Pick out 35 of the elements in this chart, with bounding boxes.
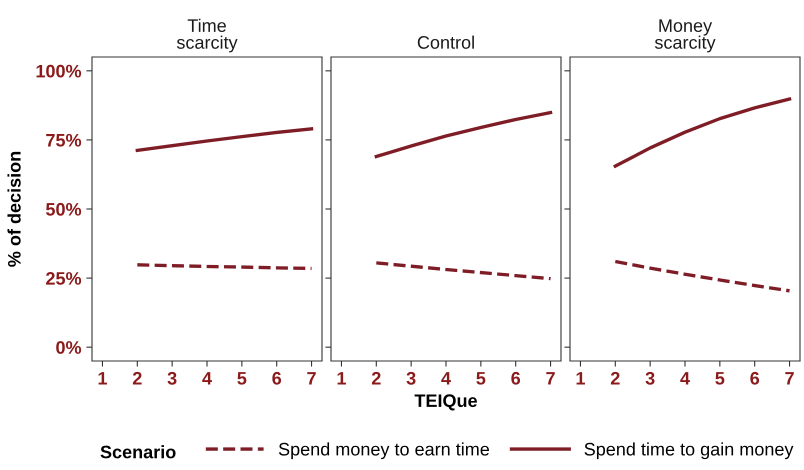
legend-label: Spend time to gain money — [584, 442, 794, 460]
x-tick-label: 5 — [715, 372, 724, 385]
chart-title: Control — [418, 36, 474, 49]
x-tick-label: 2 — [372, 372, 381, 384]
y-tick-label: 50% — [46, 202, 82, 216]
x-tick-label: 3 — [406, 372, 416, 385]
x-tick-label: 7 — [546, 372, 555, 384]
x-tick-label: 1 — [576, 372, 585, 384]
x-tick-label: 6 — [272, 372, 282, 385]
y-tick-label: 100% — [36, 64, 82, 78]
x-tick-label: 3 — [646, 372, 655, 385]
x-axis-title: TEIQue — [414, 394, 477, 410]
x-tick-label: 2 — [132, 372, 142, 384]
line-series — [136, 127, 314, 152]
y-tick-label: 0% — [56, 341, 82, 354]
x-tick-label: 5 — [237, 372, 246, 385]
y-axis-title: % of decision — [7, 152, 21, 267]
x-tick-label: 4 — [202, 372, 212, 384]
y-tick-label: 75% — [46, 134, 82, 147]
x-tick-label: 1 — [98, 372, 107, 384]
x-tick-label: 5 — [476, 372, 486, 385]
x-tick-label: 4 — [441, 372, 451, 384]
x-tick-label: 7 — [307, 372, 316, 384]
x-tick-label: 7 — [785, 372, 794, 384]
x-tick-label: 4 — [680, 372, 690, 384]
legend-label: Spend money to earn time — [278, 442, 490, 460]
x-tick-label: 1 — [338, 372, 346, 384]
x-tick-label: 3 — [168, 372, 177, 385]
x-tick-label: 6 — [511, 372, 520, 385]
x-tick-label: 6 — [750, 372, 760, 385]
x-tick-label: 2 — [610, 372, 620, 384]
y-tick-label: 25% — [46, 272, 82, 285]
legend-title: Scenario — [100, 445, 176, 458]
chart-title: Time scarcity — [176, 18, 238, 52]
chart-title: Money scarcity — [654, 19, 716, 52]
